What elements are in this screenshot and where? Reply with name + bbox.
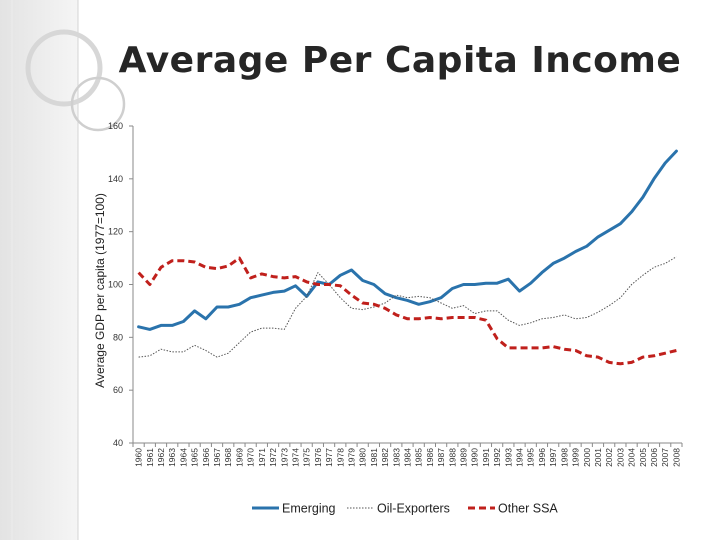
x-tick-label-1977: 1977 bbox=[324, 448, 334, 467]
x-tick-label-1971: 1971 bbox=[257, 448, 267, 467]
x-tick-label-1962: 1962 bbox=[156, 448, 166, 467]
x-tick-label-1993: 1993 bbox=[503, 448, 513, 467]
x-tick-label-1994: 1994 bbox=[515, 448, 525, 467]
x-tick-label-2003: 2003 bbox=[615, 448, 625, 467]
x-tick-label-1972: 1972 bbox=[268, 448, 278, 467]
x-tick-label-2004: 2004 bbox=[627, 448, 637, 467]
x-tick-label-1967: 1967 bbox=[212, 448, 222, 467]
x-tick-label-2008: 2008 bbox=[671, 448, 681, 467]
x-tick-label-1988: 1988 bbox=[447, 448, 457, 467]
x-tick-label-1996: 1996 bbox=[537, 448, 547, 467]
x-tick-label-1976: 1976 bbox=[313, 448, 323, 467]
chart-legend: Emerging Oil-Exporters Other SSA bbox=[252, 502, 558, 516]
x-tick-label-1992: 1992 bbox=[492, 448, 502, 467]
x-tick-label-1984: 1984 bbox=[403, 448, 413, 467]
x-tick-label-2007: 2007 bbox=[660, 448, 670, 467]
y-tick-label-100: 100 bbox=[108, 280, 123, 290]
chart-series bbox=[137, 149, 678, 366]
x-tick-label-1997: 1997 bbox=[548, 448, 558, 467]
series-line-emerging bbox=[137, 149, 678, 331]
y-tick-label-160: 160 bbox=[108, 121, 123, 131]
legend-label-other-ssa: Other SSA bbox=[498, 502, 558, 516]
y-tick-label-40: 40 bbox=[113, 438, 123, 448]
x-tick-label-1989: 1989 bbox=[459, 448, 469, 467]
x-tick-label-1964: 1964 bbox=[178, 448, 188, 467]
x-tick-label-1981: 1981 bbox=[369, 448, 379, 467]
x-tick-label-1975: 1975 bbox=[302, 448, 312, 467]
x-tick-label-1966: 1966 bbox=[201, 448, 211, 467]
x-tick-label-1961: 1961 bbox=[145, 448, 155, 467]
y-tick-label-60: 60 bbox=[113, 385, 123, 395]
x-tick-label-2000: 2000 bbox=[582, 448, 592, 467]
x-tick-label-1969: 1969 bbox=[234, 448, 244, 467]
x-tick-label-2001: 2001 bbox=[593, 448, 603, 467]
x-tick-label-1983: 1983 bbox=[391, 448, 401, 467]
x-tick-label-1991: 1991 bbox=[481, 448, 491, 467]
x-tick-label-1960: 1960 bbox=[134, 448, 144, 467]
y-axis-title: Average GDP per capita (1977=100) bbox=[93, 193, 107, 388]
x-tick-label-1968: 1968 bbox=[223, 448, 233, 467]
x-tick-label-2006: 2006 bbox=[649, 448, 659, 467]
x-tick-label-1982: 1982 bbox=[380, 448, 390, 467]
x-tick-label-1965: 1965 bbox=[190, 448, 200, 467]
y-tick-label-80: 80 bbox=[113, 332, 123, 342]
y-tick-label-140: 140 bbox=[108, 174, 123, 184]
x-tick-label-1985: 1985 bbox=[414, 448, 424, 467]
x-tick-label-1995: 1995 bbox=[526, 448, 536, 467]
decorative-ring-large bbox=[25, 29, 103, 107]
x-tick-label-1963: 1963 bbox=[167, 448, 177, 467]
x-tick-label-1986: 1986 bbox=[425, 448, 435, 467]
decorative-ring-small bbox=[70, 76, 126, 132]
x-tick-label-2005: 2005 bbox=[638, 448, 648, 467]
legend-label-emerging: Emerging bbox=[282, 502, 336, 516]
x-tick-label-1999: 1999 bbox=[571, 448, 581, 467]
slide-title: Average Per Capita Income bbox=[118, 40, 682, 81]
left-decorative-band bbox=[0, 0, 78, 540]
x-tick-label-2002: 2002 bbox=[604, 448, 614, 467]
x-tick-label-1987: 1987 bbox=[436, 448, 446, 467]
x-tick-label-1980: 1980 bbox=[358, 448, 368, 467]
x-tick-label-1979: 1979 bbox=[346, 448, 356, 467]
x-tick-label-1970: 1970 bbox=[246, 448, 256, 467]
x-tick-label-1998: 1998 bbox=[559, 448, 569, 467]
y-tick-label-120: 120 bbox=[108, 227, 123, 237]
x-tick-label-1973: 1973 bbox=[279, 448, 289, 467]
x-tick-label-1978: 1978 bbox=[335, 448, 345, 467]
series-line-other-ssa bbox=[137, 256, 677, 366]
series-line-oil-exporters bbox=[138, 256, 677, 358]
x-tick-label-1990: 1990 bbox=[470, 448, 480, 467]
x-tick-label-1974: 1974 bbox=[290, 448, 300, 467]
legend-label-oil-exporters: Oil-Exporters bbox=[377, 502, 450, 516]
